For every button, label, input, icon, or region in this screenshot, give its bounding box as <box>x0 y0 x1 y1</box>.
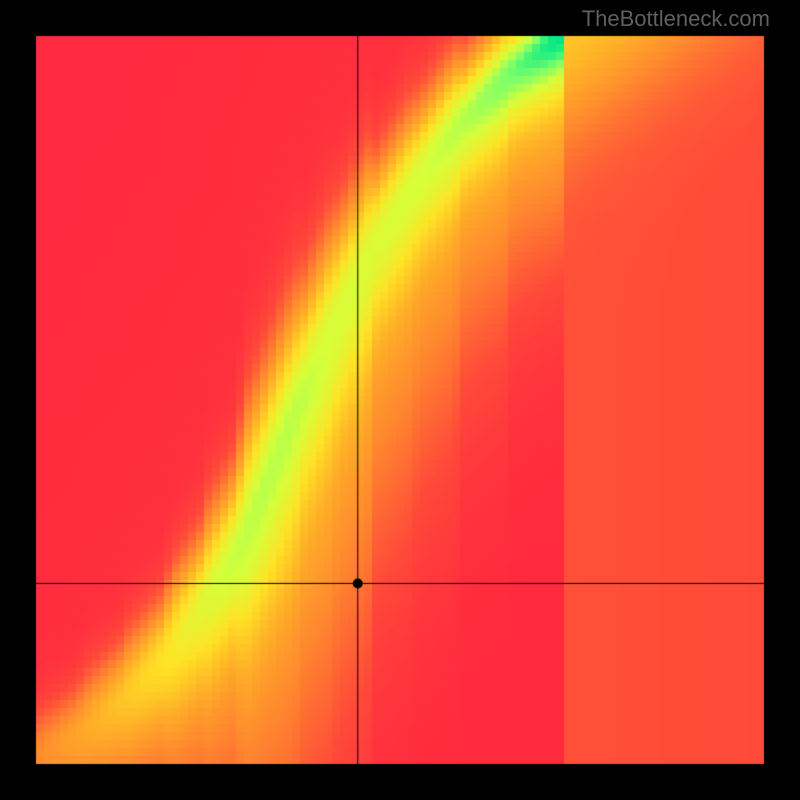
bottleneck-heatmap <box>0 0 800 800</box>
chart-container: TheBottleneck.com <box>0 0 800 800</box>
watermark-text: TheBottleneck.com <box>582 6 770 32</box>
